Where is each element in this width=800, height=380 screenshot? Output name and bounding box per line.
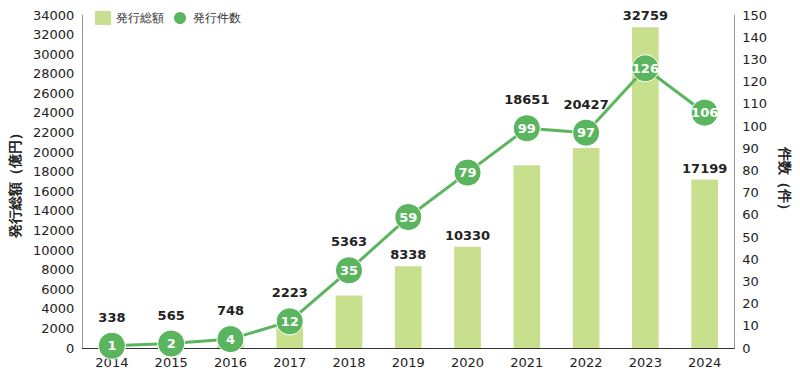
svg-text:18651: 18651 [504, 92, 549, 107]
svg-text:20000: 20000 [33, 145, 74, 160]
svg-text:110: 110 [742, 96, 767, 111]
svg-text:2018: 2018 [332, 355, 365, 370]
svg-text:5363: 5363 [331, 234, 367, 249]
svg-text:0: 0 [742, 341, 750, 356]
svg-text:4: 4 [226, 332, 235, 347]
svg-text:1: 1 [107, 338, 116, 353]
svg-text:50: 50 [742, 230, 759, 245]
svg-text:90: 90 [742, 141, 759, 156]
svg-text:2021: 2021 [510, 355, 543, 370]
svg-text:30: 30 [742, 274, 759, 289]
svg-text:6000: 6000 [41, 282, 74, 297]
svg-text:34000: 34000 [33, 8, 74, 23]
svg-text:2020: 2020 [451, 355, 484, 370]
svg-text:59: 59 [399, 210, 417, 225]
svg-text:2024: 2024 [688, 355, 721, 370]
svg-text:26000: 26000 [33, 86, 74, 101]
svg-text:0: 0 [66, 341, 74, 356]
svg-text:120: 120 [742, 74, 767, 89]
svg-text:100: 100 [742, 119, 767, 134]
svg-text:35: 35 [340, 263, 358, 278]
svg-text:2223: 2223 [272, 285, 308, 300]
svg-text:2014: 2014 [95, 355, 129, 370]
svg-text:80: 80 [742, 163, 759, 178]
svg-text:10: 10 [742, 318, 759, 333]
svg-text:12: 12 [281, 314, 299, 329]
svg-text:32000: 32000 [33, 27, 74, 42]
svg-text:18000: 18000 [33, 164, 74, 179]
svg-text:10330: 10330 [445, 228, 490, 243]
svg-text:338: 338 [98, 310, 125, 325]
svg-text:99: 99 [518, 121, 536, 136]
svg-text:60: 60 [742, 207, 759, 222]
svg-text:発行件数: 発行件数 [193, 11, 241, 25]
svg-text:126: 126 [632, 61, 659, 76]
svg-text:発行総額: 発行総額 [116, 11, 164, 25]
svg-text:2000: 2000 [41, 321, 74, 336]
svg-text:32759: 32759 [623, 8, 668, 23]
svg-text:40: 40 [742, 252, 759, 267]
svg-text:14000: 14000 [33, 203, 74, 218]
svg-text:140: 140 [742, 30, 767, 45]
svg-text:件数（件）: 件数（件） [777, 146, 793, 217]
svg-text:130: 130 [742, 52, 767, 67]
svg-text:748: 748 [217, 303, 244, 318]
svg-text:2: 2 [167, 336, 176, 351]
svg-text:79: 79 [458, 165, 476, 180]
svg-text:2015: 2015 [154, 355, 188, 370]
svg-text:30000: 30000 [33, 47, 74, 62]
svg-text:20: 20 [742, 296, 759, 311]
svg-text:4000: 4000 [41, 301, 74, 316]
svg-text:12000: 12000 [33, 223, 74, 238]
svg-text:2016: 2016 [214, 355, 247, 370]
svg-text:2017: 2017 [273, 355, 306, 370]
svg-text:97: 97 [577, 125, 595, 140]
svg-text:2019: 2019 [392, 355, 425, 370]
svg-text:565: 565 [158, 308, 185, 323]
svg-text:150: 150 [742, 8, 767, 23]
svg-text:24000: 24000 [33, 105, 74, 120]
svg-text:70: 70 [742, 185, 759, 200]
svg-text:2023: 2023 [629, 355, 662, 370]
svg-text:20427: 20427 [563, 97, 608, 112]
svg-text:106: 106 [691, 105, 718, 120]
svg-text:2022: 2022 [570, 355, 603, 370]
svg-text:28000: 28000 [33, 66, 74, 81]
svg-text:10000: 10000 [33, 243, 74, 258]
svg-text:17199: 17199 [682, 161, 727, 176]
svg-text:8338: 8338 [390, 247, 426, 262]
svg-text:16000: 16000 [33, 184, 74, 199]
svg-text:22000: 22000 [33, 125, 74, 140]
svg-text:8000: 8000 [41, 262, 74, 277]
svg-text:発行総額（億円）: 発行総額（億円） [7, 126, 23, 239]
